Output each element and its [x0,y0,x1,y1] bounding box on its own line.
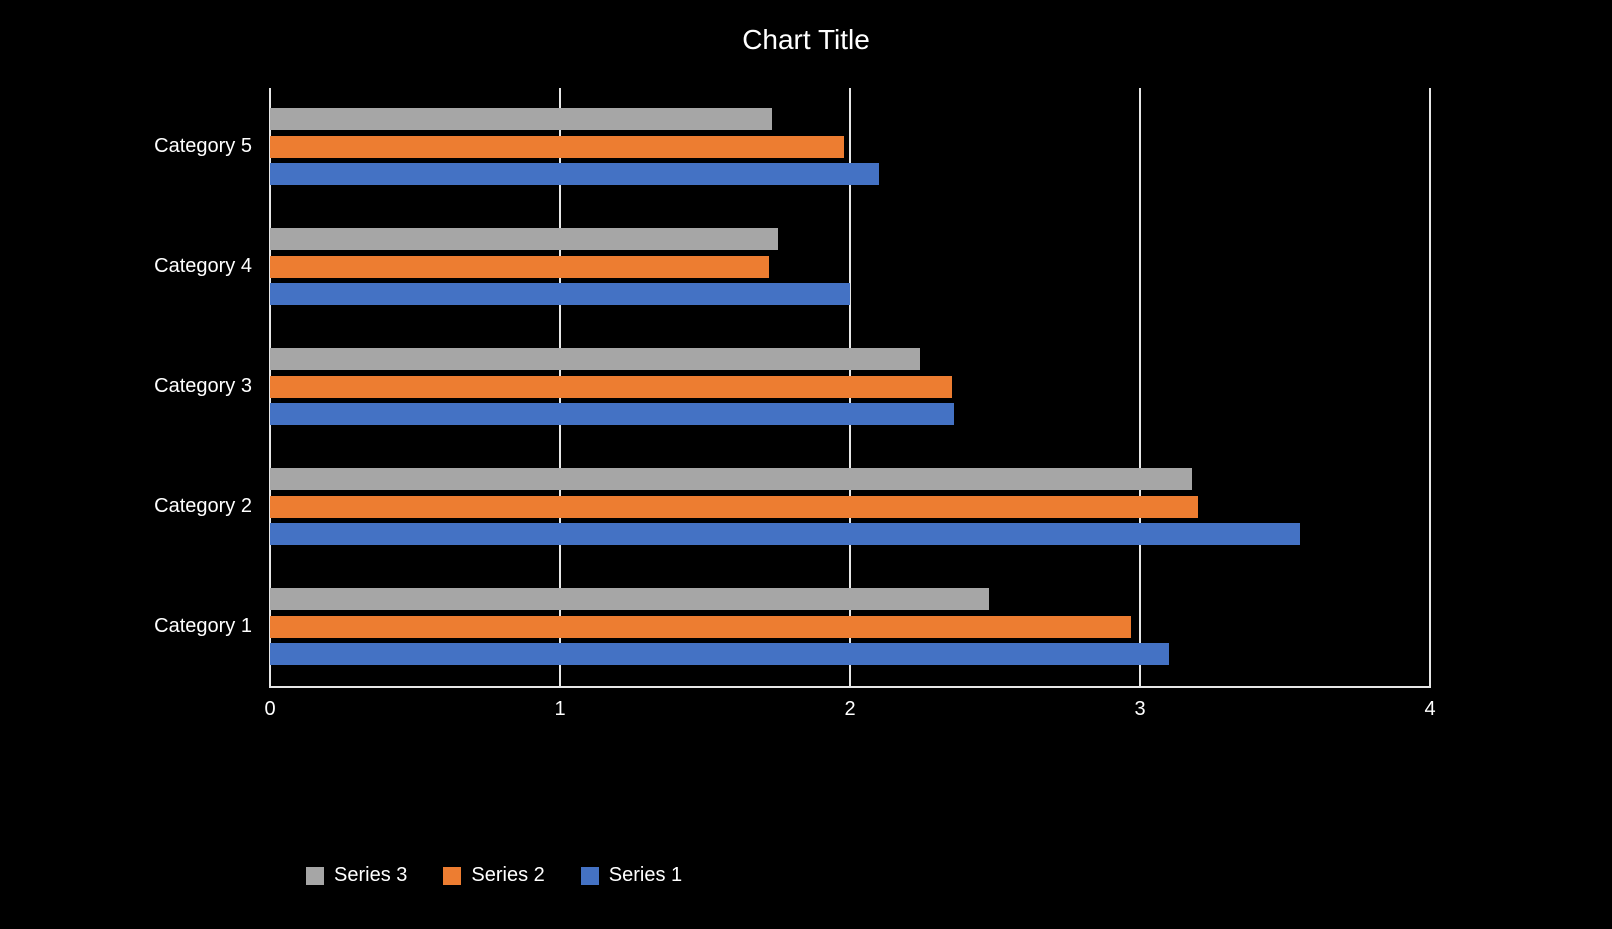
bar [270,228,778,250]
x-tick-label: 1 [554,698,565,721]
bar [270,616,1131,638]
legend-label: Series 3 [334,864,407,887]
y-tick-label: Category 3 [154,375,252,398]
bar [270,643,1169,665]
bar [270,283,850,305]
legend-item: Series 3 [306,864,407,887]
bar [270,136,844,158]
legend-item: Series 2 [443,864,544,887]
x-tick-label: 3 [1134,698,1145,721]
y-tick-label: Category 2 [154,495,252,518]
plot-area [270,88,1430,688]
legend: Series 3 Series 2 Series 1 [306,864,682,887]
x-tick-label: 2 [844,698,855,721]
legend-swatch [581,867,599,885]
legend-swatch [443,867,461,885]
y-tick-label: Category 1 [154,615,252,638]
bar [270,256,769,278]
bar [270,348,920,370]
gridline [1429,88,1431,688]
x-tick-label: 0 [264,698,275,721]
legend-swatch [306,867,324,885]
bar [270,468,1192,490]
bar [270,523,1300,545]
x-axis-line [270,686,1430,688]
y-tick-label: Category 5 [154,135,252,158]
legend-label: Series 1 [609,864,682,887]
legend-item: Series 1 [581,864,682,887]
bar [270,163,879,185]
bar [270,496,1198,518]
bar [270,108,772,130]
bar [270,403,954,425]
chart-title: Chart Title [742,24,870,56]
y-tick-label: Category 4 [154,255,252,278]
bar [270,376,952,398]
bar [270,588,989,610]
chart-root: Chart Title Series 3 Series 2 Series 1 0 1 2… [0,0,1612,929]
gridline [1139,88,1141,688]
x-tick-label: 4 [1424,698,1435,721]
legend-label: Series 2 [471,864,544,887]
